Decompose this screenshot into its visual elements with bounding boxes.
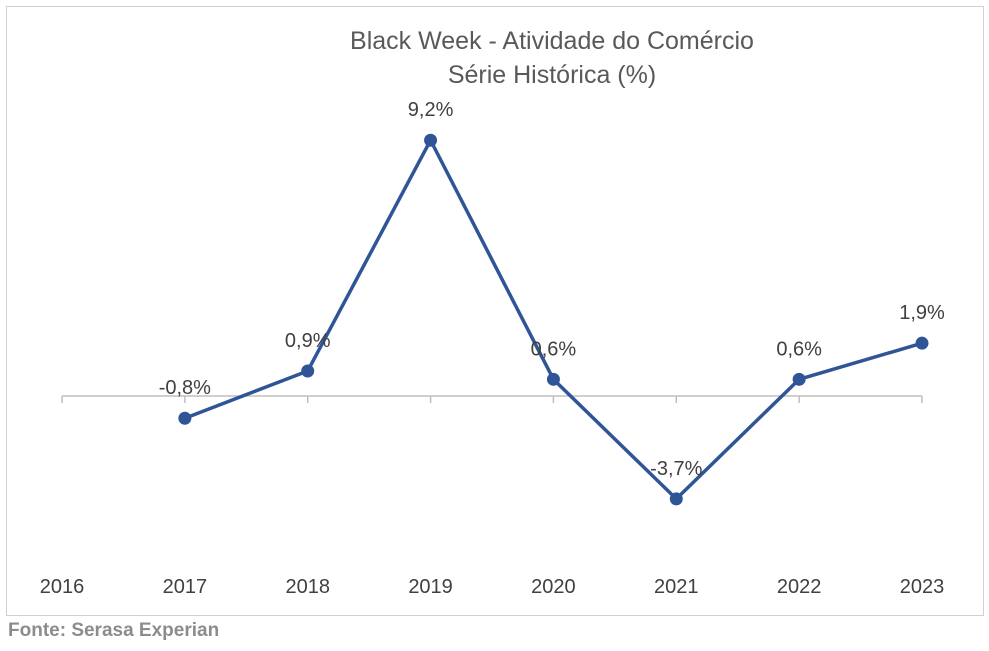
source-note: Fonte: Serasa Experian: [8, 620, 220, 641]
labels-layer: -0,8% 0,9% 9,2% 0,6% -3,7% 0,6% 1,9%: [159, 99, 945, 480]
data-point-2018: [301, 364, 315, 378]
data-label-2023: 1,9%: [899, 302, 945, 324]
data-point-2019: [424, 133, 438, 147]
x-tick-label-2016: 2016: [40, 576, 85, 598]
chart-frame: Black Week - Atividade do Comércio Série…: [6, 6, 984, 616]
data-point-2023: [915, 336, 929, 350]
data-point-2017: [178, 411, 192, 425]
x-tick-label-2019: 2019: [408, 576, 453, 598]
chart-title: Black Week - Atividade do Comércio: [350, 27, 754, 55]
x-tick-label-2023: 2023: [900, 576, 945, 598]
chart-subtitle: Série Histórica (%): [448, 61, 656, 89]
x-tick-label-2022: 2022: [777, 576, 822, 598]
x-tick-label-2021: 2021: [654, 576, 699, 598]
data-label-2018: 0,9%: [285, 330, 331, 352]
series-layer: [178, 133, 929, 506]
data-label-2020: 0,6%: [531, 338, 577, 360]
data-label-2022: 0,6%: [776, 338, 822, 360]
x-tick-label-2017: 2017: [163, 576, 208, 598]
data-point-2021: [669, 492, 683, 506]
data-label-2019: 9,2%: [408, 99, 454, 121]
data-label-2017: -0,8%: [159, 377, 211, 399]
series-line: [184, 138, 923, 501]
x-tick-label-2018: 2018: [285, 576, 330, 598]
data-point-2020: [546, 372, 560, 386]
data-point-2022: [792, 372, 806, 386]
x-tick-label-2020: 2020: [531, 576, 576, 598]
x-axis: 2016 2017 2018 2019 2020 2021 2022 2023: [40, 395, 945, 598]
data-label-2021: -3,7%: [650, 458, 702, 480]
line-chart: Black Week - Atividade do Comércio Série…: [40, 27, 945, 598]
